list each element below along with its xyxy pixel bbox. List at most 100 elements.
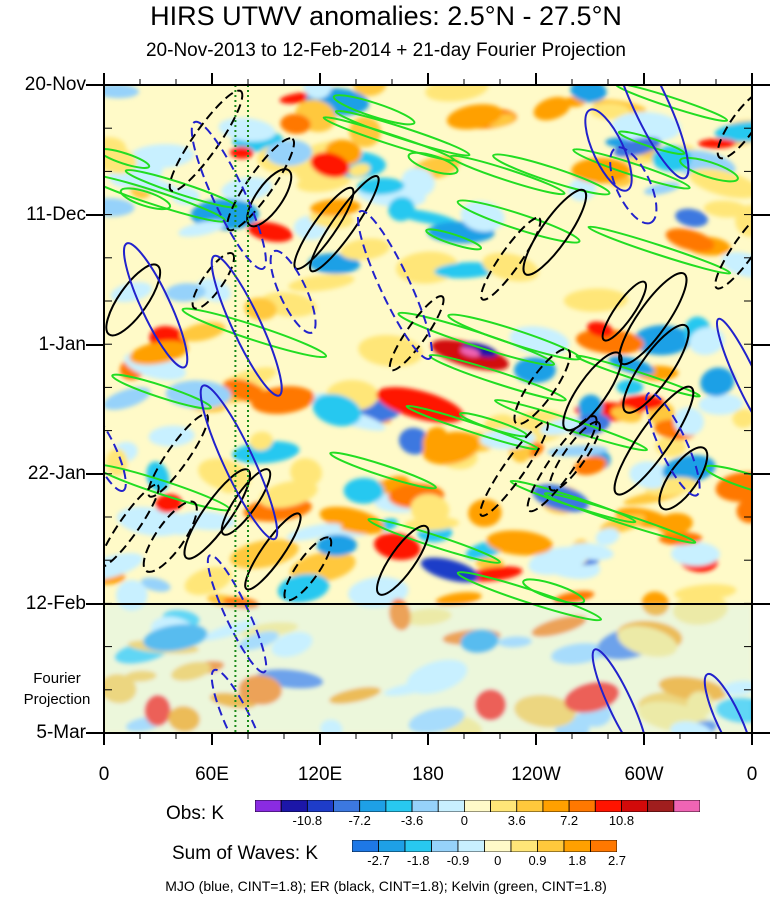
anomaly-blob: [104, 387, 151, 410]
mjo-contour: [199, 384, 279, 541]
anomaly-blob: [308, 253, 361, 274]
anomaly-blob: [532, 484, 589, 513]
er-contour: [183, 468, 251, 560]
anomaly-blob: [223, 378, 265, 402]
xtick-label: 60E: [195, 764, 229, 785]
er-contour: [513, 347, 571, 426]
anomaly-blob: [178, 220, 226, 237]
colorbar-tick-label: 1.8: [568, 853, 587, 868]
anomaly-blob: [675, 208, 708, 227]
colorbar-tick-label: 0: [460, 813, 469, 828]
ytick-label: 11-Dec: [26, 204, 86, 225]
er-contour: [246, 168, 293, 228]
er-contour: [562, 351, 623, 432]
colorbar-tick-label: 2.7: [607, 853, 627, 868]
ytick-label: 22-Jan: [27, 463, 86, 484]
projection-label-line: Fourier: [33, 670, 81, 687]
mjo-contour: [206, 554, 268, 674]
er-contour: [142, 500, 198, 573]
mjo-contour: [644, 391, 701, 497]
colorbar-swatch: [306, 800, 334, 812]
projection-wash: [104, 604, 752, 733]
colorbar-swatch: [542, 800, 570, 812]
mjo-contour: [609, 146, 658, 225]
er-contour: [104, 483, 160, 568]
anomaly-core: [462, 342, 498, 358]
kelvin-contour: [587, 225, 732, 275]
er-contour: [613, 385, 695, 496]
kelvin-contour: [367, 517, 501, 564]
er-contour: [716, 90, 752, 160]
colorbar-swatch: [359, 800, 387, 812]
er-contour: [309, 175, 380, 273]
chart-title: HIRS UTWV anomalies: 2.5°N - 27.5°N: [150, 1, 622, 31]
anomaly-blob: [703, 200, 748, 218]
mjo-contour: [703, 672, 752, 733]
anomaly-blob: [104, 553, 144, 581]
colorbar-swatch: [352, 840, 379, 852]
obs-colorbar-title: Obs: K: [166, 803, 225, 824]
colorbar-swatch: [673, 800, 700, 812]
er-contour: [714, 205, 752, 290]
xtick-label: 60W: [624, 764, 664, 785]
anomaly-blob: [165, 283, 206, 302]
mjo-contour: [123, 242, 189, 369]
anomaly-blob: [348, 163, 371, 177]
kelvin-contour: [543, 492, 697, 544]
mjo-contour: [584, 108, 633, 192]
er-contour: [388, 295, 445, 372]
colorbar-swatch: [437, 800, 465, 812]
anomaly-blob: [110, 282, 152, 303]
colorbar-swatch: [621, 800, 649, 812]
kelvin-contour: [119, 187, 172, 211]
anomaly-blob: [528, 546, 588, 575]
anomaly-blob: [249, 431, 273, 451]
anomaly-blob: [290, 458, 322, 487]
kelvin-contour: [104, 147, 151, 169]
anomaly-blob: [221, 177, 273, 201]
xtick-label: 120E: [297, 764, 343, 785]
waves-colorbar: [352, 840, 617, 852]
xtick-label: 180: [412, 764, 444, 785]
anomaly-blob: [357, 177, 405, 195]
er-contour: [168, 89, 244, 193]
er-contour: [522, 188, 588, 276]
anomaly-core: [310, 152, 350, 178]
anomaly-blob: [573, 456, 607, 476]
anomaly-blob: [446, 104, 503, 130]
mjo-contour: [190, 120, 267, 271]
colorbar-tick-label: -0.9: [446, 853, 470, 868]
mjo-contour: [611, 85, 690, 180]
er-contour: [191, 251, 236, 310]
er-contour: [526, 415, 598, 513]
anomaly-blob: [571, 157, 631, 184]
colorbar-swatch: [431, 840, 459, 852]
anomaly-blob: [468, 499, 502, 527]
colorbar-swatch: [333, 800, 361, 812]
colorbar-swatch: [490, 800, 518, 812]
er-contour: [548, 420, 601, 492]
er-contour: [480, 216, 542, 301]
colorbar-swatch: [255, 800, 282, 812]
colorbar-swatch: [563, 840, 591, 852]
mjo-contour: [591, 648, 649, 733]
anomaly-blob: [165, 380, 232, 409]
kelvin-contour: [111, 373, 212, 410]
anomaly-blob: [673, 407, 704, 436]
colorbar-tick-label: -2.7: [367, 853, 390, 868]
kelvin-contour: [329, 451, 437, 490]
anomaly-blob: [218, 117, 276, 142]
er-contour: [105, 263, 162, 337]
anomaly-blob: [434, 262, 498, 279]
colorbar-tick-label: -3.6: [400, 813, 424, 828]
anomaly-blob: [595, 527, 620, 546]
anomaly-blob: [547, 445, 608, 457]
anomaly-blob: [286, 523, 342, 541]
colorbar-swatch: [464, 800, 491, 812]
anomaly-blob: [198, 458, 251, 491]
colorbar-swatch: [411, 800, 439, 812]
anomaly-blob: [388, 196, 415, 222]
contour-legend-footer: MJO (blue, CINT=1.8); ER (black, CINT=1.…: [165, 878, 607, 894]
kelvin-contour: [492, 153, 611, 196]
